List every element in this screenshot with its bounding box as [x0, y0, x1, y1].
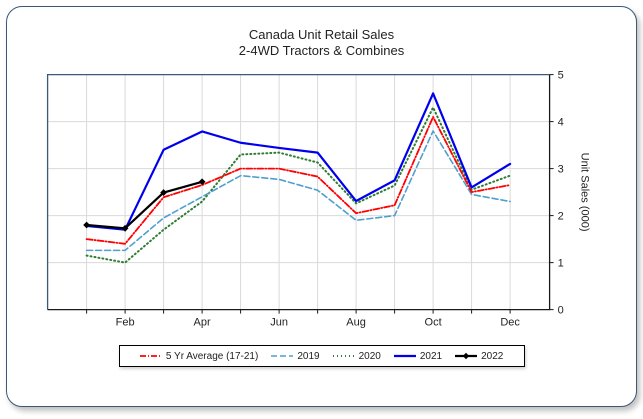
svg-text:0: 0	[558, 305, 564, 317]
svg-text:5: 5	[558, 70, 564, 82]
svg-text:Jun: Jun	[270, 317, 288, 329]
svg-text:4: 4	[558, 117, 564, 129]
svg-text:Oct: Oct	[425, 317, 442, 329]
svg-text:3: 3	[558, 164, 564, 176]
svg-text:Aug: Aug	[346, 317, 366, 329]
svg-text:Unit Sales (000): Unit Sales (000)	[579, 153, 591, 232]
svg-text:1: 1	[558, 258, 564, 270]
svg-text:2: 2	[558, 211, 564, 223]
svg-text:Apr: Apr	[194, 317, 211, 329]
svg-text:Feb: Feb	[116, 317, 135, 329]
svg-text:Dec: Dec	[500, 317, 520, 329]
